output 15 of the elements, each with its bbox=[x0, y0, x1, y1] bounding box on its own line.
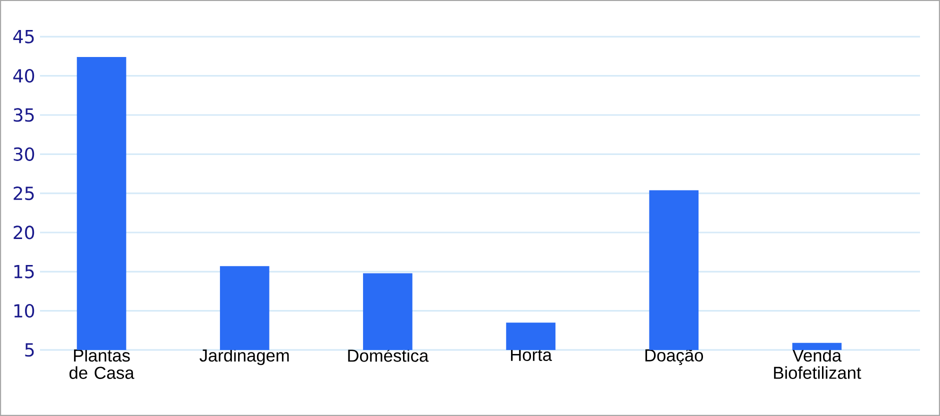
y-tick-label: 20 bbox=[14, 226, 34, 240]
y-tick-label: 15 bbox=[14, 264, 34, 278]
x-tick-label: Horta bbox=[511, 348, 552, 362]
y-tick-label: 30 bbox=[14, 147, 34, 161]
y-tick-label: 40 bbox=[13, 69, 34, 83]
x-tick-label: Doação bbox=[645, 348, 704, 366]
y-tick-label: 45 bbox=[13, 30, 34, 44]
y-tick-label: 10 bbox=[14, 304, 34, 318]
x-tick-label: Venda Biofetilizant bbox=[774, 348, 862, 379]
x-tick-label: Plantas de Casa bbox=[70, 348, 134, 379]
y-tick-label: 35 bbox=[14, 108, 34, 122]
x-tick-label: Jardinagem bbox=[200, 348, 289, 366]
y-tick-label: 5 bbox=[25, 343, 34, 357]
y-tick-label: 25 bbox=[14, 186, 34, 200]
x-tick-label: Doméstica bbox=[348, 348, 429, 362]
